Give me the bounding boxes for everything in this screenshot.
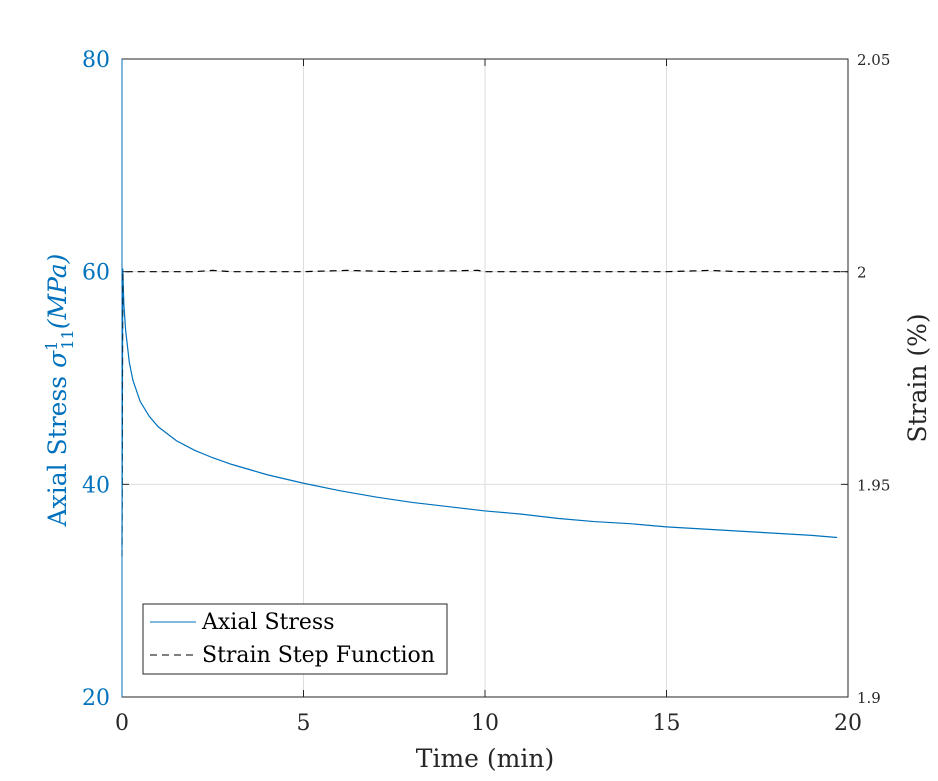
y-axis-right-label: Strain (%): [903, 313, 932, 442]
y-axis-left-label: Axial Stress σ111(MPa): [42, 254, 77, 528]
y-left-tick-label-0: 20: [82, 686, 110, 711]
y-right-tick-label-3: 2.05: [857, 51, 890, 69]
grid-lines: [121, 58, 849, 698]
x-tick-label-1: 5: [297, 711, 311, 736]
legend-label-strain-step: Strain Step Function: [202, 643, 435, 668]
legend: Axial Stress Strain Step Function: [142, 603, 448, 675]
y-left-tick-label-2: 60: [82, 261, 110, 286]
x-tick-label-2: 10: [471, 711, 499, 736]
y-right-tick-label-0: 1.9: [857, 689, 881, 707]
y-right-tick-label-1: 1.95: [857, 476, 890, 494]
x-tick-label-4: 20: [834, 711, 862, 736]
legend-box: [142, 603, 448, 675]
y-left-label-sup: 1: [42, 341, 61, 351]
y-left-tick-label-3: 80: [82, 48, 110, 73]
tick-marks: [121, 58, 849, 698]
y-left-tick-label-1: 40: [82, 473, 110, 498]
x-tick-label-3: 15: [653, 711, 681, 736]
y-right-tick-label-2: 2: [857, 264, 867, 282]
series-line-axial-stress: [121, 268, 838, 549]
x-tick-label-0: 0: [115, 711, 129, 736]
series-line-strain-step-function: [121, 269, 848, 557]
y-left-label-sub: 11: [58, 329, 77, 349]
legend-label-axial-stress: Axial Stress: [201, 610, 335, 635]
tick-labels: 0 5 10 15 20 20 40 60 80 1.9 1.95 2 2.05: [82, 48, 890, 736]
plot-area: [121, 268, 848, 557]
y-left-label-sigma: σ: [43, 350, 72, 368]
y-left-label-prefix: Axial Stress: [43, 368, 72, 528]
x-axis-label: Time (min): [416, 744, 554, 773]
y-left-label-suffix: (MPa): [43, 254, 72, 330]
